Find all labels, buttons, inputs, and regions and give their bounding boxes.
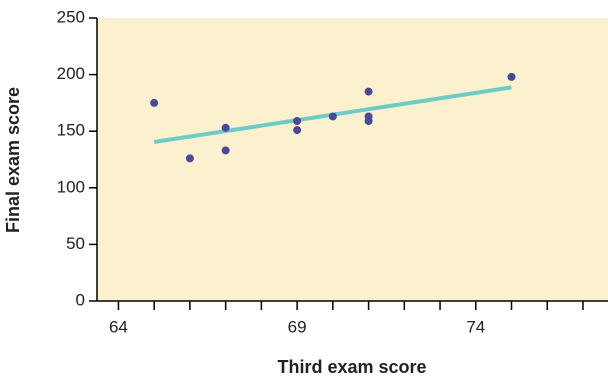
x-axis-label: Third exam score <box>277 357 426 377</box>
plot-area <box>97 18 608 301</box>
y-tick-label: 50 <box>66 234 85 253</box>
point <box>150 98 159 107</box>
x-tick-label: 74 <box>466 317 485 336</box>
y-tick-label: 0 <box>76 290 85 309</box>
point <box>328 112 337 121</box>
y-tick-label: 200 <box>57 64 85 83</box>
y-tick-label: 250 <box>57 7 85 26</box>
point <box>221 146 230 155</box>
point <box>507 72 516 81</box>
point <box>364 117 373 126</box>
point <box>293 117 302 126</box>
y-tick-label: 100 <box>57 177 85 196</box>
point <box>293 126 302 135</box>
y-tick-label: 150 <box>57 121 85 140</box>
point <box>221 123 230 132</box>
point <box>364 87 373 96</box>
x-tick-label: 64 <box>109 317 128 336</box>
x-tick-label: 69 <box>288 317 307 336</box>
point <box>185 154 194 163</box>
y-axis-label: Final exam score <box>3 87 23 233</box>
